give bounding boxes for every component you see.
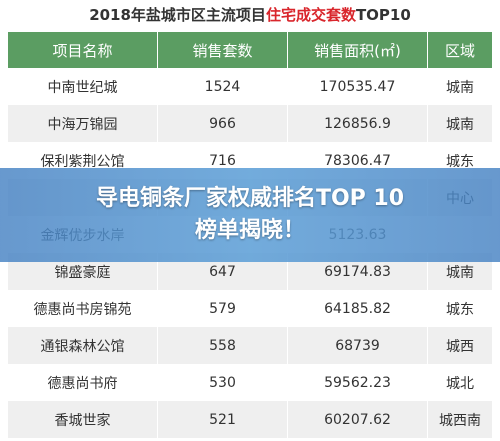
table-cell: 78306.47 [288,142,428,179]
table-cell: 城东 [428,142,492,179]
table-cell: 通银森林公馆 [8,327,158,364]
cell-text: 126856.9 [324,115,391,132]
cell-text: 城南 [446,116,474,133]
cell-text: 68739 [335,337,380,354]
cell-text: 中海万锦园 [47,116,118,133]
table-cell: 德惠尚书房锦苑 [8,290,158,327]
cell-text: 锦盛豪庭 [54,264,111,281]
table-row: 德惠尚书房锦苑 579 64185.82 城东 [8,290,492,327]
cell-text: 647 [209,263,236,280]
table-cell: 城西南 [428,401,492,438]
cell-text: 579 [209,300,236,317]
table-row: 德惠尚书府 530 59562.23 城北 [8,364,492,401]
cell-text: 德惠尚书府 [47,375,118,392]
cell-text: 170535.47 [319,78,396,95]
table-cell: 59562.23 [288,364,428,401]
cell-text: 530 [209,374,236,391]
table-cell: 716 [158,142,288,179]
table-cell: 香城世家 [8,401,158,438]
table-cell: 521 [158,401,288,438]
cell-text: 城东 [446,153,474,170]
title-highlight: 住宅成交套数 [265,6,356,24]
table-cell: 城北 [428,364,492,401]
table-cell: 城南 [428,105,492,142]
cell-text: 521 [209,411,236,428]
cell-text: 香城世家 [54,412,111,429]
table-cell: 558 [158,327,288,364]
cell-text: 716 [209,152,236,169]
banner: 导电铜条厂家权威排名TOP 10 榜单揭晓！ [0,168,500,262]
table-cell: 中海万锦园 [8,105,158,142]
cell-text: 德惠尚书房锦苑 [33,301,132,318]
table-cell: 城南 [428,253,492,290]
cell-text: 64185.82 [324,300,391,317]
table-cell: 1524 [158,68,288,105]
cell-text: 78306.47 [324,152,391,169]
cell-text: 保利紫荆公馆 [40,153,125,170]
table-cell: 德惠尚书府 [8,364,158,401]
table-cell: 60207.62 [288,401,428,438]
table-cell: 966 [158,105,288,142]
cell-text: 59562.23 [324,374,391,391]
table-cell: 中南世纪城 [8,68,158,105]
table-cell: 锦盛豪庭 [8,253,158,290]
title: 2018年盐城市区主流项目住宅成交套数TOP10 [0,0,500,30]
table-cell: 170535.47 [288,68,428,105]
table-cell: 城西 [428,327,492,364]
table-cell: 城东 [428,290,492,327]
table-row: 中南世纪城 1524 170535.47 城南 [8,68,492,105]
cell-text: 69174.83 [324,263,391,280]
cell-text: 城北 [446,375,474,392]
table-row: 通银森林公馆 558 68739 城西 [8,327,492,364]
table-cell: 64185.82 [288,290,428,327]
cell-text: 中南世纪城 [47,79,118,96]
header-row: 项目名称 销售套数 销售面积(㎡) 区域 [8,32,492,68]
header-cell: 销售面积(㎡) [288,32,428,68]
table-cell: 保利紫荆公馆 [8,142,158,179]
header-cell: 销售套数 [158,32,288,68]
table-cell: 530 [158,364,288,401]
cell-text: 通银森林公馆 [40,338,125,355]
banner-line: 榜单揭晓！ [194,218,305,243]
cell-text: 1524 [204,78,241,95]
cell-text: 558 [209,337,236,354]
table-cell: 126856.9 [288,105,428,142]
table-cell: 68739 [288,327,428,364]
cell-text: 城东 [446,301,474,318]
cell-text: 城西南 [439,412,481,429]
banner-line: 导电铜条厂家权威排名TOP 10 [95,186,405,211]
title-text: TOP10 [355,6,411,24]
header-cell: 项目名称 [8,32,158,68]
header-cell: 区域 [444,41,475,60]
table-row: 中海万锦园 966 126856.9 城南 [8,105,492,142]
cell-text: 城西 [446,338,474,355]
table-cell: 城南 [428,68,492,105]
table-row: 香城世家 521 60207.62 城西南 [8,401,492,438]
cell-text: 966 [209,115,236,132]
cell-text: 60207.62 [324,411,391,428]
cell-text: 城南 [446,79,474,96]
table-cell: 69174.83 [288,253,428,290]
title-text: 2018年盐城市区主流项目 [89,6,266,24]
table-cell: 579 [158,290,288,327]
cell-text: 城南 [446,264,474,281]
table-cell: 647 [158,253,288,290]
